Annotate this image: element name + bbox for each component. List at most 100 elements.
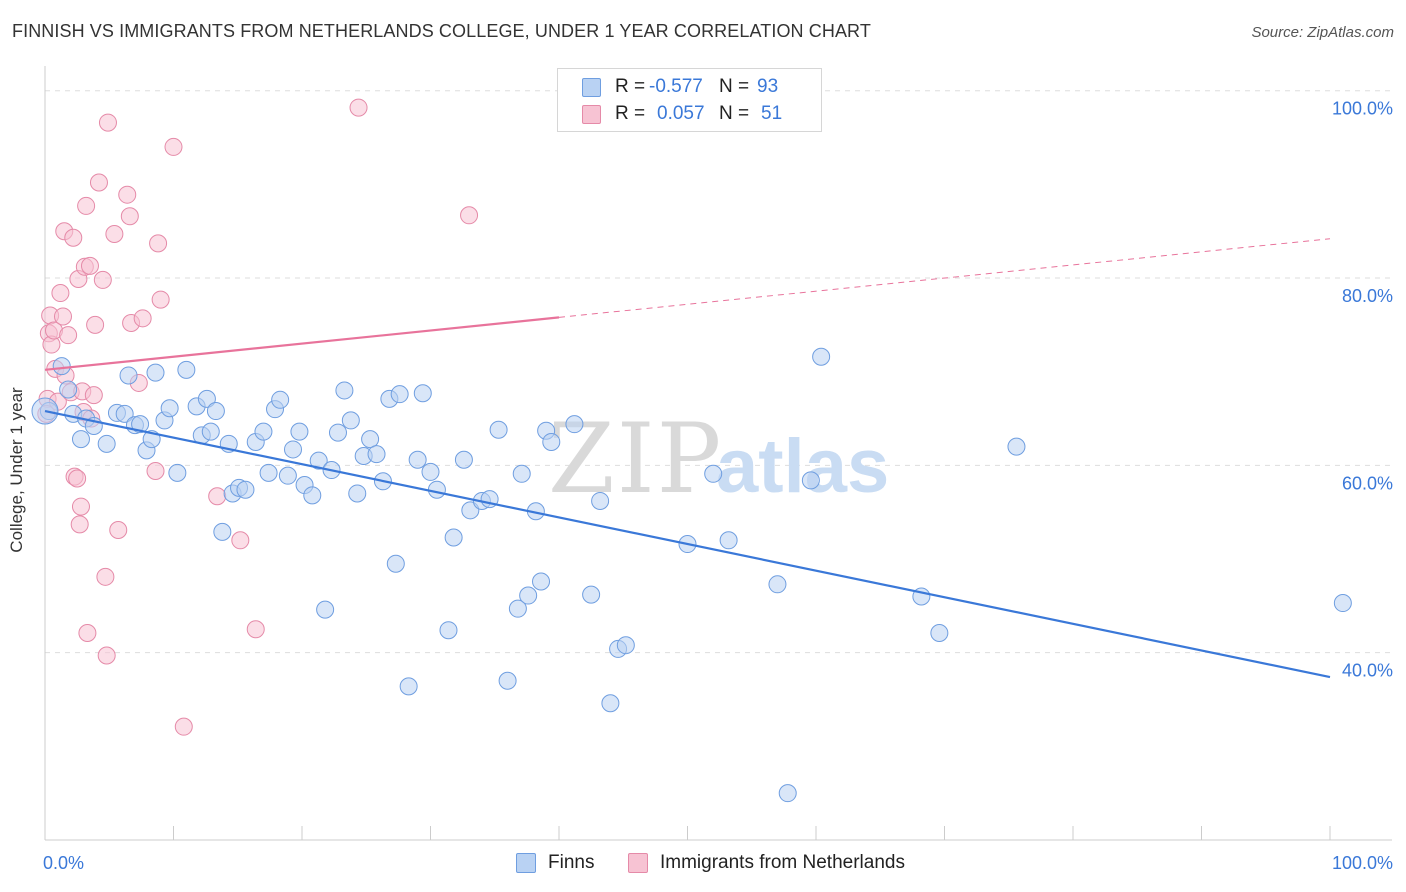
point-finns: [801, 471, 820, 490]
series-legend: Finns Immigrants from Netherlands: [0, 852, 1406, 878]
point-netherlands: [151, 290, 170, 309]
point-finns: [582, 585, 601, 604]
y-tick-label: 40.0%: [1342, 661, 1393, 681]
legend-swatch-netherlands: [628, 853, 648, 873]
point-finns: [413, 384, 432, 403]
point-finns: [131, 415, 150, 434]
legend-n-label: N =: [719, 103, 750, 124]
watermark: ZIP atlas: [548, 403, 889, 515]
point-finns: [704, 464, 723, 483]
point-netherlands: [133, 309, 152, 328]
point-finns: [259, 463, 278, 482]
point-finns: [812, 347, 831, 366]
point-finns: [146, 363, 165, 382]
point-finns: [367, 445, 386, 464]
point-finns: [284, 440, 303, 459]
point-netherlands: [77, 196, 96, 215]
point-netherlands: [164, 137, 183, 156]
point-finns: [328, 423, 347, 442]
point-netherlands: [59, 326, 78, 345]
point-finns: [168, 463, 187, 482]
point-finns: [52, 357, 71, 376]
axes: [44, 66, 1392, 841]
y-tick-label: 100.0%: [1332, 99, 1393, 119]
point-finns: [97, 434, 116, 453]
point-finns: [565, 415, 584, 434]
legend-label-netherlands: Immigrants from Netherlands: [660, 852, 905, 873]
legend-n-value: 93: [757, 76, 779, 97]
point-netherlands: [109, 520, 128, 539]
point-finns: [390, 385, 409, 404]
y-tick-label: 80.0%: [1342, 286, 1393, 306]
point-finns: [399, 677, 418, 696]
legend-label-finns: Finns: [548, 852, 595, 873]
point-netherlands: [78, 624, 97, 643]
point-netherlands: [349, 98, 368, 117]
point-netherlands: [64, 228, 83, 247]
point-netherlands: [80, 256, 99, 275]
point-finns: [335, 381, 354, 400]
legend-r-label: R =: [615, 76, 646, 97]
point-netherlands: [460, 206, 479, 225]
trend-line-netherlands-dashed: [558, 238, 1331, 318]
point-netherlands: [68, 469, 87, 488]
point-finns: [601, 694, 620, 713]
point-netherlands: [149, 234, 168, 253]
chart-title: FINNISH VS IMMIGRANTS FROM NETHERLANDS C…: [12, 21, 871, 41]
legend-item-finns[interactable]: Finns: [516, 852, 594, 874]
legend-swatch-blue: [582, 77, 601, 97]
point-netherlands: [97, 646, 116, 665]
point-finns: [591, 491, 610, 510]
x-tick-label: 0.0%: [43, 853, 84, 873]
point-finns: [271, 390, 290, 409]
point-finns: [508, 599, 527, 618]
point-netherlands: [93, 270, 112, 289]
point-finns: [290, 422, 309, 441]
legend-row-netherlands: R = 0.057 N = 51: [582, 101, 782, 127]
point-finns: [768, 575, 787, 594]
tick-labels: 40.0% 60.0% 80.0% 100.0% 0.0% 100.0%: [43, 99, 1393, 873]
trend-line-finns: [44, 409, 1331, 679]
point-finns: [427, 480, 446, 499]
point-finns: [719, 531, 738, 550]
point-finns: [201, 422, 220, 441]
point-netherlands: [118, 185, 137, 204]
y-tick-label: 60.0%: [1342, 473, 1393, 493]
point-finns: [278, 466, 297, 485]
point-finns: [316, 600, 335, 619]
point-finns: [512, 464, 531, 483]
trend-lines: [44, 238, 1331, 679]
point-finns: [341, 411, 360, 430]
point-finns: [236, 480, 255, 499]
point-finns: [309, 451, 328, 470]
point-netherlands: [96, 567, 115, 586]
legend-r-value: 0.057: [657, 103, 705, 124]
legend-swatch-finns: [516, 853, 536, 873]
point-finns: [59, 380, 78, 399]
point-finns: [197, 389, 216, 408]
series-netherlands-points: [37, 98, 479, 736]
point-finns: [303, 486, 322, 505]
point-finns: [254, 422, 273, 441]
legend-row-finns: R = -0.577 N = 93: [582, 74, 778, 100]
point-finns: [1007, 437, 1026, 456]
legend-n-label: N =: [719, 76, 750, 97]
y-axis-label: College, Under 1 year: [7, 387, 26, 553]
point-finns: [421, 462, 440, 481]
point-finns: [930, 624, 949, 643]
point-finns: [778, 784, 797, 803]
point-finns: [454, 450, 473, 469]
point-finns: [408, 450, 427, 469]
point-netherlands: [53, 307, 72, 326]
point-netherlands: [71, 497, 90, 516]
legend-item-netherlands[interactable]: Immigrants from Netherlands: [628, 852, 905, 874]
point-finns: [348, 484, 367, 503]
point-netherlands: [208, 487, 227, 506]
point-finns: [361, 430, 380, 449]
legend-r-label: R =: [615, 103, 646, 124]
point-netherlands: [146, 461, 165, 480]
point-netherlands: [86, 315, 105, 334]
point-netherlands: [51, 284, 70, 303]
series-finns-points: [31, 347, 1352, 803]
point-finns: [115, 404, 134, 423]
